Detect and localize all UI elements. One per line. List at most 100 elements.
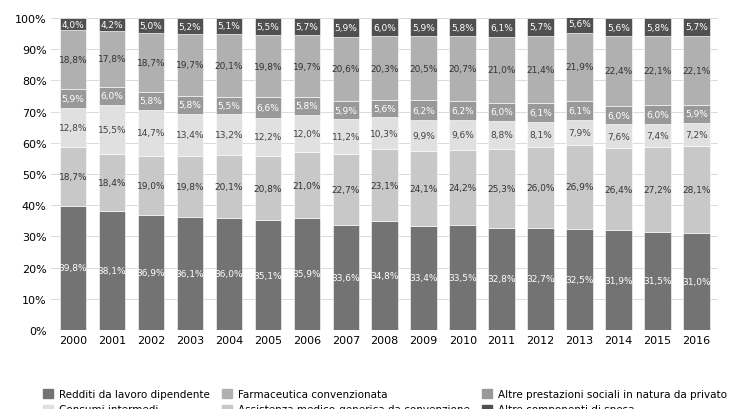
Text: 22,4%: 22,4% — [605, 67, 633, 76]
Text: 5,8%: 5,8% — [647, 23, 669, 32]
Legend: Redditi da lavoro dipendente, Consumi intermedi, Farmaceutica convenzionata, Ass: Redditi da lavoro dipendente, Consumi in… — [39, 385, 731, 409]
Bar — [567, 102, 593, 121]
Text: 20,6%: 20,6% — [331, 65, 360, 74]
Text: 6,6%: 6,6% — [257, 103, 279, 112]
Bar — [216, 19, 242, 35]
Bar — [216, 97, 242, 115]
Text: 17,8%: 17,8% — [97, 55, 126, 64]
Text: 23,1%: 23,1% — [370, 182, 399, 191]
Text: 19,7%: 19,7% — [292, 63, 321, 72]
Bar — [449, 37, 476, 101]
Text: 4,0%: 4,0% — [62, 21, 84, 30]
Text: 5,9%: 5,9% — [62, 94, 84, 103]
Text: 14,7%: 14,7% — [136, 129, 165, 138]
Text: 12,8%: 12,8% — [59, 124, 87, 133]
Bar — [449, 151, 476, 226]
Text: 6,0%: 6,0% — [490, 108, 513, 117]
Text: 6,2%: 6,2% — [413, 106, 435, 115]
Text: 39,8%: 39,8% — [59, 264, 87, 273]
Text: 35,1%: 35,1% — [254, 271, 282, 280]
Text: 33,4%: 33,4% — [410, 274, 438, 283]
Text: 12,0%: 12,0% — [292, 130, 321, 139]
Bar — [177, 97, 203, 115]
Bar — [372, 150, 398, 222]
Text: 6,0%: 6,0% — [100, 92, 123, 101]
Bar — [177, 218, 203, 330]
Bar — [177, 156, 203, 218]
Text: 18,4%: 18,4% — [97, 178, 126, 187]
Bar — [59, 90, 86, 108]
Bar — [216, 218, 242, 330]
Bar — [644, 124, 671, 148]
Bar — [372, 101, 398, 118]
Bar — [644, 232, 671, 330]
Bar — [410, 37, 437, 101]
Text: 5,9%: 5,9% — [412, 24, 435, 33]
Text: 31,5%: 31,5% — [644, 276, 672, 285]
Bar — [293, 218, 320, 330]
Text: 8,8%: 8,8% — [490, 131, 513, 140]
Text: 21,9%: 21,9% — [565, 63, 594, 72]
Text: 7,4%: 7,4% — [647, 131, 669, 140]
Bar — [683, 234, 710, 330]
Bar — [99, 32, 125, 88]
Bar — [138, 156, 164, 215]
Bar — [410, 226, 437, 330]
Text: 7,9%: 7,9% — [568, 128, 591, 137]
Bar — [410, 151, 437, 226]
Text: 5,9%: 5,9% — [334, 106, 357, 115]
Text: 5,1%: 5,1% — [218, 22, 240, 31]
Text: 19,8%: 19,8% — [175, 182, 205, 191]
Text: 32,8%: 32,8% — [487, 274, 516, 283]
Text: 6,0%: 6,0% — [373, 23, 396, 32]
Text: 25,3%: 25,3% — [487, 184, 516, 193]
Bar — [605, 37, 632, 106]
Text: 9,6%: 9,6% — [452, 131, 474, 140]
Text: 5,7%: 5,7% — [295, 23, 318, 32]
Bar — [254, 36, 281, 98]
Bar — [99, 19, 125, 32]
Bar — [293, 19, 320, 36]
Bar — [683, 37, 710, 106]
Text: 18,8%: 18,8% — [59, 56, 87, 65]
Bar — [333, 155, 359, 226]
Bar — [528, 37, 554, 103]
Bar — [333, 120, 359, 155]
Bar — [216, 115, 242, 155]
Bar — [528, 148, 554, 228]
Text: 15,5%: 15,5% — [97, 126, 126, 135]
Text: 22,7%: 22,7% — [331, 186, 360, 195]
Bar — [644, 106, 671, 124]
Bar — [528, 228, 554, 330]
Bar — [372, 37, 398, 101]
Bar — [605, 125, 632, 149]
Bar — [410, 101, 437, 120]
Bar — [683, 146, 710, 234]
Bar — [372, 19, 398, 37]
Text: 20,1%: 20,1% — [215, 62, 243, 71]
Text: 5,6%: 5,6% — [568, 20, 591, 29]
Text: 33,6%: 33,6% — [331, 273, 360, 282]
Bar — [138, 34, 164, 92]
Text: 5,8%: 5,8% — [178, 101, 202, 110]
Bar — [293, 153, 320, 218]
Text: 20,7%: 20,7% — [449, 65, 477, 74]
Text: 21,0%: 21,0% — [292, 181, 321, 190]
Bar — [216, 155, 242, 218]
Bar — [99, 211, 125, 330]
Text: 6,2%: 6,2% — [452, 107, 474, 116]
Text: 5,6%: 5,6% — [607, 23, 630, 32]
Text: 6,1%: 6,1% — [490, 24, 513, 33]
Text: 20,3%: 20,3% — [370, 64, 399, 73]
Text: 31,0%: 31,0% — [682, 277, 711, 286]
Text: 13,4%: 13,4% — [176, 131, 204, 140]
Bar — [449, 19, 476, 37]
Bar — [488, 19, 515, 38]
Text: 5,7%: 5,7% — [685, 23, 708, 32]
Text: 26,9%: 26,9% — [565, 183, 594, 192]
Text: 6,0%: 6,0% — [607, 111, 630, 120]
Text: 5,9%: 5,9% — [334, 24, 357, 33]
Text: 18,7%: 18,7% — [59, 173, 87, 182]
Text: 5,8%: 5,8% — [139, 97, 162, 106]
Bar — [99, 88, 125, 106]
